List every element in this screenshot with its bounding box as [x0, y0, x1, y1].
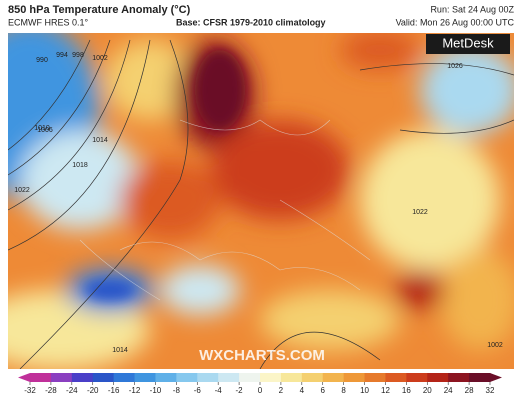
colorbar-label: 2 — [279, 386, 284, 395]
colorbar-label: 0 — [258, 386, 263, 395]
base: Base: CFSR 1979-2010 climatology — [176, 17, 326, 27]
colorbar-label: -20 — [87, 386, 99, 395]
isobar-label: 1014 — [92, 137, 108, 144]
coastlines — [79, 119, 371, 301]
isobar-label: 1006 — [37, 127, 53, 134]
colorbar-arrow-left — [18, 373, 30, 382]
colorbar-segment — [218, 373, 240, 382]
colorbar-label: 4 — [300, 386, 305, 395]
isobar-label: 998 — [72, 52, 84, 59]
isobar-label: 1014 — [112, 347, 128, 354]
colorbar-label: -10 — [150, 386, 162, 395]
colorbar-label: 8 — [341, 386, 346, 395]
isobars — [8, 39, 514, 369]
colorbar-segment — [448, 373, 470, 382]
colorbar-segment — [155, 373, 177, 382]
colorbar-segment — [197, 373, 219, 382]
colorbar-label: 28 — [465, 386, 474, 395]
run: Run: Sat 24 Aug 00Z — [430, 4, 514, 14]
colorbar-segment — [30, 373, 52, 382]
isobar-label: 994 — [56, 52, 68, 59]
colorbar-segment — [176, 373, 198, 382]
isobar-label: 990 — [36, 57, 48, 64]
colorbar-segment — [260, 373, 282, 382]
colorbar-label: 32 — [486, 386, 495, 395]
isobar-label: 1002 — [92, 55, 108, 62]
colorbar-label: 6 — [321, 386, 326, 395]
map: MetDesk WXCHARTS.COM — [8, 33, 514, 369]
colorbar-segment — [322, 373, 345, 382]
title: 850 hPa Temperature Anomaly (°C) — [8, 4, 191, 16]
colorbar-label: -12 — [129, 386, 141, 395]
colorbar-segment — [50, 373, 73, 382]
colorbar-label: 24 — [444, 386, 453, 395]
colorbar-segment — [239, 373, 261, 382]
colorbar-label: 12 — [381, 386, 390, 395]
colorbar-label: 10 — [360, 386, 369, 395]
colorbar: -32 -28 -24 -20 -16 -12 -10 -8 -6 -4 -2 0 2 4 6 8 10 12 16… — [18, 373, 502, 395]
colorbar-segment — [469, 373, 491, 382]
colorbar-label: -16 — [108, 386, 120, 395]
colorbar-label: 20 — [423, 386, 432, 395]
isobar-label: 1026 — [447, 63, 463, 70]
colorbar-segment — [343, 373, 366, 382]
colorbar-segment — [427, 373, 449, 382]
isobar-label: 1022 — [412, 209, 428, 216]
model: ECMWF HRES 0.1° — [8, 17, 89, 27]
colorbar-label: -2 — [236, 386, 244, 395]
isobar-label: 1022 — [14, 187, 30, 194]
isobar-label: 1002 — [487, 342, 503, 349]
colorbar-label: -32 — [24, 386, 36, 395]
colorbar-segment — [92, 373, 115, 382]
isobar-label: 1018 — [72, 162, 88, 169]
colorbar-label: -8 — [173, 386, 181, 395]
colorbar-label: -4 — [215, 386, 223, 395]
colorbar-segment — [113, 373, 136, 382]
colorbar-segment — [406, 373, 428, 382]
watermark: WXCHARTS.COM — [199, 347, 325, 364]
colorbar-segment — [280, 373, 303, 382]
logo: MetDesk — [442, 35, 494, 50]
colorbar-arrow-right — [490, 373, 502, 382]
colorbar-segment — [364, 373, 386, 382]
colorbar-segment — [71, 373, 94, 382]
colorbar-segment — [301, 373, 324, 382]
valid: Valid: Mon 26 Aug 00:00 UTC — [396, 17, 515, 27]
colorbar-segment — [385, 373, 407, 382]
isobar-label: 1010 — [34, 125, 50, 132]
colorbar-label: 16 — [402, 386, 411, 395]
colorbar-label: -6 — [194, 386, 202, 395]
colorbar-segment — [134, 373, 156, 382]
logo-box — [426, 34, 510, 54]
colorbar-label: -24 — [66, 386, 78, 395]
colorbar-label: -28 — [45, 386, 57, 395]
